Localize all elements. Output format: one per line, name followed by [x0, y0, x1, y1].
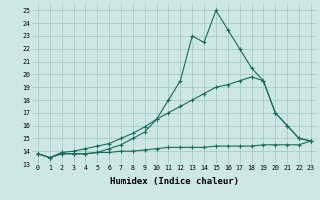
X-axis label: Humidex (Indice chaleur): Humidex (Indice chaleur) — [110, 177, 239, 186]
